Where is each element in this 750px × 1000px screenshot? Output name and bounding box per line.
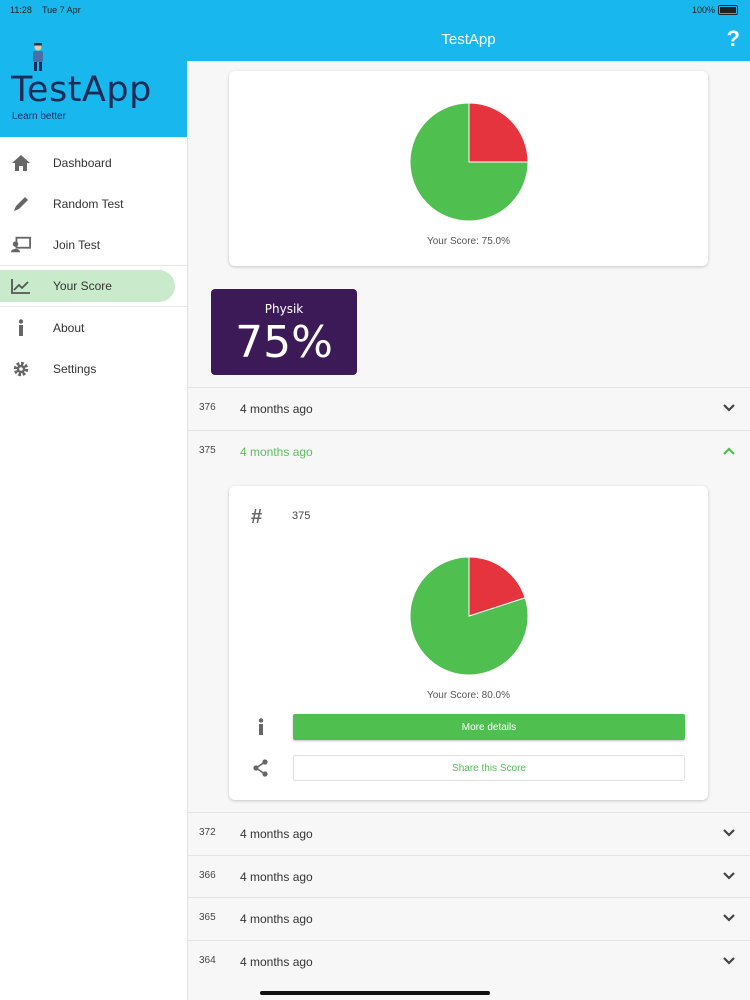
summary-pie-chart (409, 102, 529, 222)
test-time: 4 months ago (240, 955, 313, 969)
pencil-icon (11, 194, 31, 214)
chevron-up-icon[interactable] (722, 444, 736, 458)
subject-score-tile[interactable]: Physik 75% (211, 289, 357, 375)
test-time: 4 months ago (240, 912, 313, 926)
list-item-expanded[interactable]: 375 4 months ago (188, 430, 750, 867)
summary-pie-correct-slice (409, 102, 529, 222)
detail-pie-wrong-slice (468, 556, 526, 617)
sidebar-item-label: Join Test (53, 237, 101, 252)
sidebar-item-your-score[interactable]: Your Score (0, 270, 175, 302)
test-time: 4 months ago (240, 445, 313, 459)
status-time: 11:28 (10, 5, 32, 15)
detail-pie-chart (409, 556, 529, 676)
sidebar-item-dashboard[interactable]: Dashboard (0, 142, 187, 183)
sidebar: TestApp Learn better Dashboard Random Te… (0, 0, 188, 1000)
subject-name: Physik (264, 302, 304, 316)
subject-percent: 75% (235, 317, 333, 368)
score-list[interactable]: Your Score: 75.0% Physik 75% 376 4 month… (188, 61, 750, 1000)
sidebar-item-label: Dashboard (53, 155, 112, 170)
test-id: 376 (199, 402, 216, 413)
help-button[interactable]: ? (726, 26, 740, 51)
presentation-icon (11, 235, 31, 255)
detail-score-text: Your Score: 80.0% (426, 690, 511, 701)
list-item[interactable]: 366 4 months ago (188, 855, 750, 898)
info-icon (11, 318, 31, 338)
chevron-down-icon[interactable] (722, 954, 736, 968)
gear-icon (11, 359, 31, 379)
nav-divider (0, 265, 187, 266)
test-number: 375 (292, 510, 311, 522)
test-time: 4 months ago (240, 827, 313, 841)
battery-percent: 100% (691, 5, 715, 15)
sidebar-item-about[interactable]: About (0, 307, 187, 348)
test-time: 4 months ago (240, 402, 313, 416)
list-item[interactable]: 376 4 months ago (188, 387, 750, 430)
chevron-down-icon[interactable] (722, 826, 736, 840)
avatar-icon (33, 43, 43, 71)
chevron-down-icon[interactable] (722, 869, 736, 883)
info-icon (253, 718, 269, 736)
nav-divider (0, 306, 187, 307)
hash-icon: # (251, 506, 263, 528)
sidebar-item-label: About (53, 320, 85, 335)
share-icon (253, 759, 269, 777)
chart-line-icon (11, 276, 31, 296)
sidebar-item-random-test[interactable]: Random Test (0, 183, 187, 224)
battery-icon (718, 5, 738, 15)
brand-title: TestApp (11, 70, 152, 110)
test-id: 365 (199, 912, 216, 923)
home-icon (11, 153, 31, 173)
test-id: 366 (199, 870, 216, 881)
sidebar-item-label: Random Test (53, 196, 124, 211)
test-id: 372 (199, 827, 216, 838)
detail-card: # 375 Your Score: 80.0% More details Sha… (229, 486, 708, 800)
summary-score-text: Your Score: 75.0% (426, 236, 511, 247)
brand-tagline: Learn better (12, 111, 66, 122)
list-item[interactable]: 365 4 months ago (188, 897, 750, 940)
app-title: TestApp (441, 31, 496, 48)
sidebar-item-label: Settings (53, 361, 97, 376)
top-app-bar: TestApp ? (187, 0, 750, 61)
list-item[interactable]: 372 4 months ago (188, 812, 750, 855)
status-date: Tue 7 Apr (42, 5, 81, 15)
chevron-down-icon[interactable] (722, 401, 736, 415)
detail-pie-correct-slice (409, 556, 529, 676)
list-item[interactable]: 364 4 months ago (188, 940, 750, 983)
sidebar-nav: Dashboard Random Test Join Test Your Sco… (0, 142, 187, 389)
summary-pie-wrong-slice (468, 102, 529, 163)
sidebar-item-label: Your Score (53, 279, 112, 293)
chevron-down-icon[interactable] (722, 911, 736, 925)
sidebar-item-settings[interactable]: Settings (0, 348, 187, 389)
test-time: 4 months ago (240, 870, 313, 884)
sidebar-header: TestApp Learn better (0, 0, 187, 137)
sidebar-item-join-test[interactable]: Join Test (0, 224, 187, 265)
status-battery: 100% (692, 5, 738, 15)
share-score-button[interactable]: Share this Score (293, 755, 685, 781)
test-id: 375 (199, 445, 216, 456)
test-id: 364 (199, 955, 216, 966)
status-bar: 11:28 Tue 7 Apr 100% (0, 0, 750, 20)
summary-card: Your Score: 75.0% (229, 71, 708, 266)
home-indicator[interactable] (260, 991, 490, 995)
more-details-button[interactable]: More details (293, 714, 685, 740)
